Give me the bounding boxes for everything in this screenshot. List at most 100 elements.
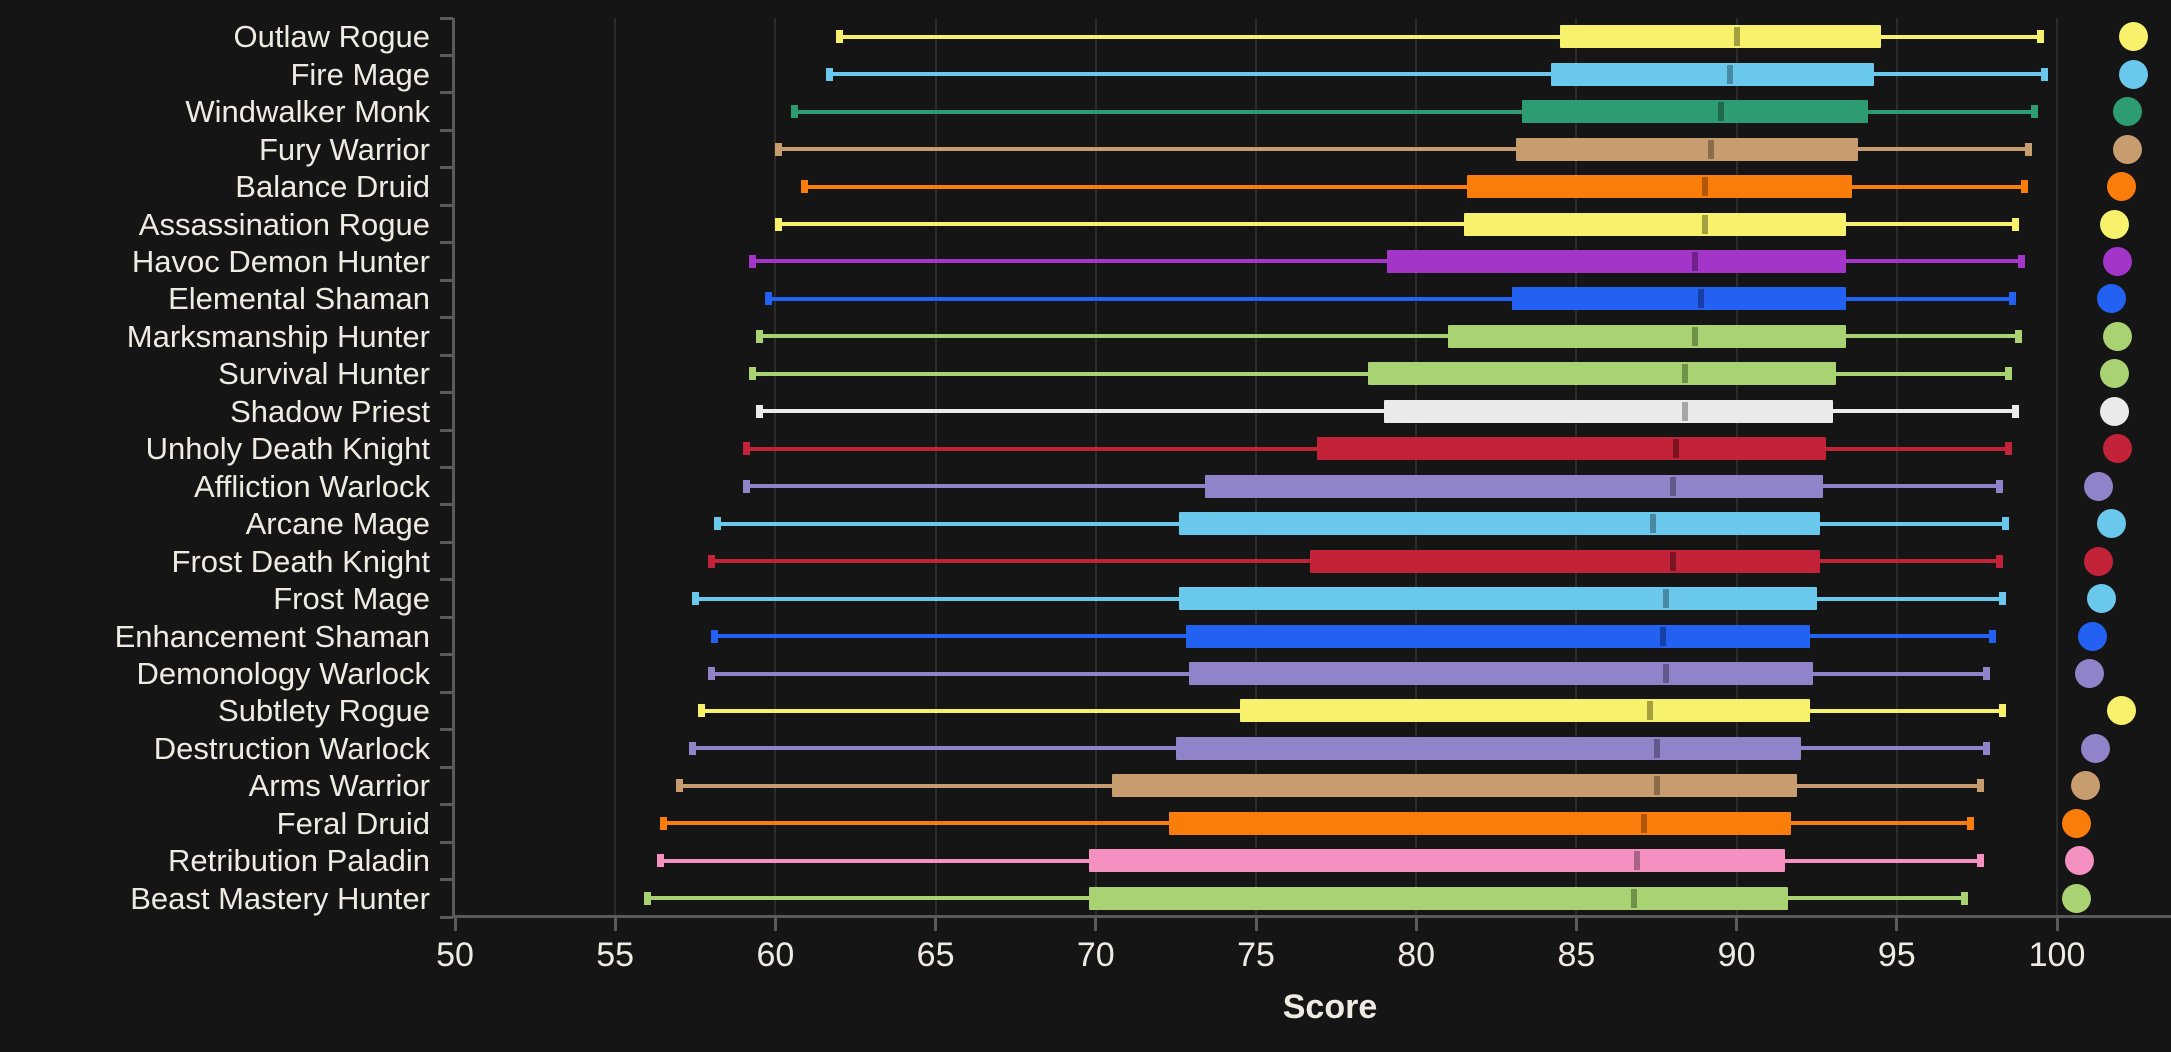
iqr-box-affliction-warlock (1204, 474, 1824, 498)
y-axis-tick (440, 166, 453, 170)
whisker-fury-warrior (778, 147, 2029, 152)
median-line-subtlety-rogue (1647, 701, 1654, 721)
whisker-cap-high-balance-druid (2021, 180, 2029, 194)
category-label-fury-warrior: Fury Warrior (258, 131, 430, 167)
category-label-feral-druid: Feral Druid (276, 805, 430, 841)
whisker-windwalker-monk (794, 109, 2035, 114)
x-gridline (614, 18, 617, 917)
category-label-arms-warrior: Arms Warrior (248, 768, 430, 804)
y-axis-tick (440, 353, 453, 357)
iqr-box-fury-warrior (1515, 137, 1859, 161)
y-axis-tick (440, 503, 453, 507)
iqr-box-frost-mage (1179, 587, 1817, 611)
y-axis-tick (440, 578, 453, 582)
whisker-cap-high-destruction-warlock (1983, 741, 1990, 755)
whisker-cap-high-frost-mage (1999, 592, 2007, 606)
x-gridline (1415, 18, 1418, 917)
y-axis-tick (440, 91, 453, 95)
whisker-cap-high-fury-warrior (2024, 142, 2032, 156)
category-label-retribution-paladin: Retribution Paladin (168, 843, 430, 879)
whisker-cap-low-frost-mage (691, 592, 699, 606)
max-point-retribution-paladin (2064, 846, 2094, 876)
x-axis-tick (2055, 918, 2059, 931)
whisker-elemental-shaman (768, 296, 2013, 301)
whisker-cap-high-frost-death-knight (1995, 554, 2003, 568)
iqr-box-balance-druid (1467, 175, 1852, 199)
whisker-cap-high-shadow-priest (2011, 404, 2019, 418)
y-axis-tick (440, 728, 453, 732)
category-label-arcane-mage: Arcane Mage (245, 506, 430, 542)
whisker-cap-low-enhancement-shaman (711, 629, 719, 643)
median-line-arcane-mage (1650, 514, 1657, 534)
category-label-affliction-warlock: Affliction Warlock (193, 468, 430, 504)
max-point-marksmanship-hunter (2103, 321, 2133, 351)
max-point-outlaw-rogue (2119, 22, 2149, 52)
max-point-windwalker-monk (2112, 97, 2142, 127)
x-axis-line (452, 915, 2171, 918)
max-point-survival-hunter (2100, 359, 2130, 389)
y-axis-tick (440, 428, 453, 432)
median-line-enhancement-shaman (1659, 626, 1666, 646)
max-point-unholy-death-knight (2103, 434, 2133, 464)
whisker-cap-low-destruction-warlock (688, 741, 696, 755)
whisker-marksmanship-hunter (759, 334, 2019, 339)
max-point-beast-mastery-hunter (2061, 883, 2091, 913)
x-gridline (1255, 18, 1257, 917)
y-axis-tick (440, 653, 453, 657)
category-label-shadow-priest: Shadow Priest (230, 393, 430, 429)
max-point-enhancement-shaman (2077, 621, 2107, 651)
x-axis-tick (613, 918, 617, 931)
y-axis-tick (440, 16, 453, 20)
x-axis-tick (1254, 918, 1258, 931)
max-point-subtlety-rogue (2106, 696, 2136, 726)
category-label-fire-mage: Fire Mage (290, 56, 430, 92)
iqr-box-fire-mage (1550, 62, 1875, 86)
max-point-feral-druid (2061, 808, 2091, 838)
max-point-fury-warrior (2112, 134, 2142, 164)
max-point-arms-warrior (2071, 771, 2101, 801)
whisker-cap-low-arms-warrior (675, 779, 683, 793)
iqr-box-outlaw-rogue (1560, 25, 1881, 49)
category-label-unholy-death-knight: Unholy Death Knight (145, 431, 430, 467)
x-gridline (1575, 18, 1578, 917)
whisker-cap-high-outlaw-rogue (2037, 30, 2045, 44)
whisker-cap-low-unholy-death-knight (743, 442, 751, 456)
x-axis-tick (773, 918, 777, 931)
whisker-cap-low-beast-mastery-hunter (643, 891, 651, 905)
x-tick-label: 100 (2028, 936, 2086, 974)
whisker-cap-low-affliction-warlock (743, 479, 751, 493)
median-line-fire-mage (1727, 64, 1734, 84)
y-axis-tick (440, 241, 453, 245)
category-label-destruction-warlock: Destruction Warlock (153, 730, 430, 766)
whisker-cap-high-windwalker-monk (2031, 105, 2039, 119)
median-line-windwalker-monk (1717, 102, 1724, 122)
iqr-box-feral-druid (1169, 811, 1792, 835)
x-gridline (774, 18, 777, 917)
y-axis-tick (440, 466, 453, 469)
x-tick-label: 70 (1076, 936, 1115, 974)
iqr-box-arcane-mage (1179, 512, 1820, 536)
iqr-box-frost-death-knight (1310, 549, 1820, 573)
iqr-box-elemental-shaman (1512, 287, 1846, 311)
iqr-box-windwalker-monk (1521, 100, 1868, 124)
max-point-shadow-priest (2100, 396, 2130, 426)
whisker-cap-high-affliction-warlock (1995, 479, 2003, 493)
median-line-outlaw-rogue (1733, 27, 1740, 47)
whisker-cap-low-arcane-mage (714, 517, 722, 531)
whisker-cap-low-outlaw-rogue (835, 30, 843, 44)
whisker-cap-high-feral-druid (1966, 816, 1974, 830)
median-line-affliction-warlock (1669, 476, 1676, 496)
iqr-box-destruction-warlock (1175, 736, 1801, 760)
x-tick-label: 50 (436, 936, 474, 974)
whisker-cap-low-subtlety-rogue (698, 704, 706, 718)
y-axis-tick (440, 316, 453, 320)
median-line-elemental-shaman (1698, 289, 1705, 309)
x-tick-label: 65 (916, 936, 955, 974)
whisker-cap-low-feral-druid (659, 816, 667, 830)
x-gridline (1895, 18, 1898, 917)
whisker-cap-high-assassination-rogue (2011, 217, 2019, 231)
x-tick-label: 90 (1717, 936, 1756, 974)
max-point-elemental-shaman (2096, 284, 2126, 314)
whisker-cap-low-havoc-demon-hunter (749, 254, 757, 268)
